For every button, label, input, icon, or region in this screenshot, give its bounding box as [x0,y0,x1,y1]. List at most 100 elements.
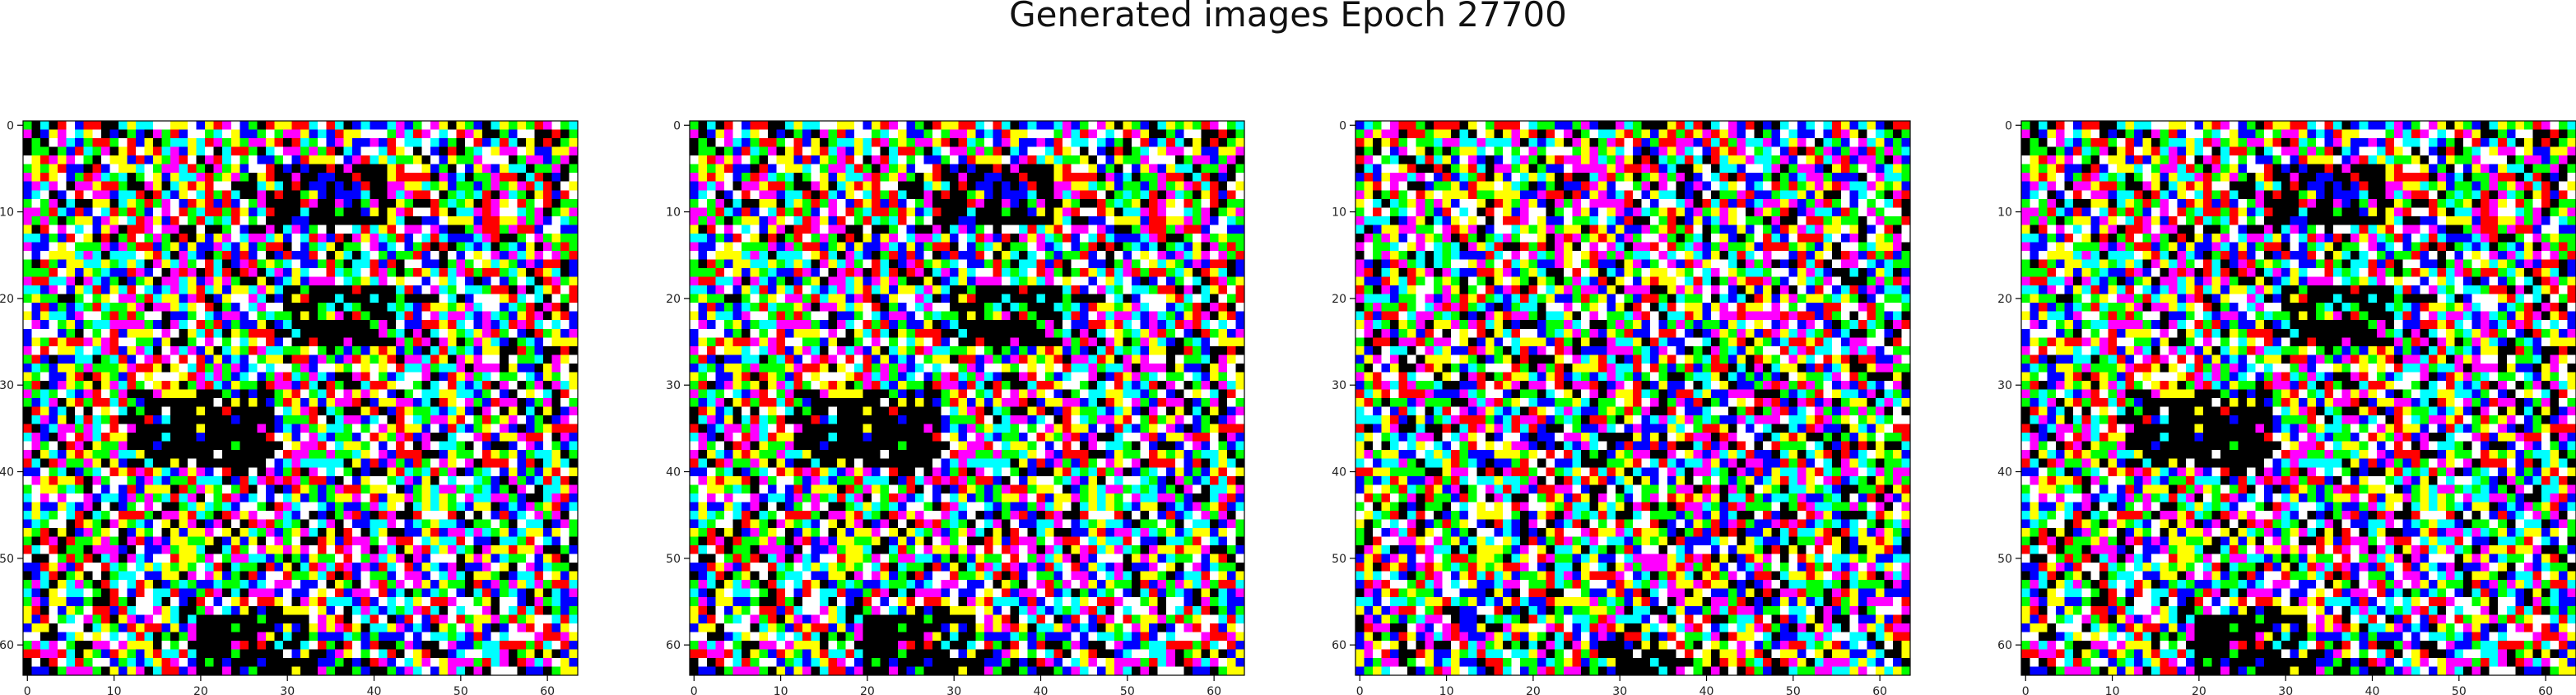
pixel [482,571,491,581]
pixel [491,259,500,269]
pixel [1192,164,1202,174]
pixel [188,475,197,485]
pixel [482,155,491,164]
pixel [161,510,171,520]
pixel [941,164,951,174]
pixel [811,233,821,243]
pixel [473,545,483,554]
pixel [230,242,240,252]
pixel [282,519,292,529]
pixel [144,389,154,399]
pixel [257,173,267,183]
pixel [508,649,518,659]
pixel [58,398,67,407]
pixel [508,441,518,451]
pixel [318,173,327,183]
pixel [58,502,67,512]
pixel [248,527,258,537]
pixel [508,536,518,546]
pixel [412,563,422,572]
pixel [551,649,561,659]
pixel [542,215,552,225]
pixel [534,354,544,364]
pixel [100,233,110,243]
pixel [525,311,535,321]
pixel [360,614,370,624]
pixel [949,207,959,217]
pixel [49,640,58,650]
pixel [412,389,422,399]
pixel [542,597,552,607]
pixel [395,320,405,330]
pixel [23,242,32,252]
pixel [282,424,292,433]
pixel [205,484,214,494]
pixel [500,380,509,390]
pixel [49,146,58,156]
pixel [517,285,527,294]
pixel [23,649,32,659]
pixel [534,250,544,260]
pixel [196,527,206,537]
pixel [500,554,509,563]
pixel [698,181,708,191]
pixel [127,597,137,607]
pixel [491,467,500,477]
pixel [517,502,527,512]
pixel [248,181,258,191]
pixel [378,424,388,433]
pixel [66,571,76,581]
pixel [179,484,188,494]
pixel [144,632,154,642]
pixel [127,173,137,183]
pixel [118,250,128,260]
pixel [707,146,716,156]
pixel [92,450,102,460]
pixel [560,250,570,260]
pixel [1002,129,1011,139]
pixel [127,519,137,529]
pixel [58,484,67,494]
pixel [118,389,128,399]
pixel [560,328,570,338]
pixel [551,580,561,589]
pixel [1027,225,1037,234]
pixel [1036,155,1046,164]
pixel [257,433,267,442]
pixel [335,493,344,503]
pixel [923,138,933,147]
pixel [135,433,145,442]
pixel [205,657,214,667]
pixel [517,294,527,303]
pixel [49,415,58,424]
pixel [854,233,863,243]
pixel [300,294,309,303]
pixel [335,649,344,659]
pixel [967,233,976,243]
pixel [560,164,570,174]
pixel [109,328,119,338]
pixel [282,138,292,147]
pixel [222,389,232,399]
pixel [23,294,32,303]
pixel [179,536,188,546]
pixel [222,320,232,330]
pixel [517,190,527,200]
pixel [109,563,119,572]
pixel [465,510,474,520]
pixel [360,424,370,433]
pixel [784,190,794,200]
pixel [352,398,362,407]
pixel [360,666,370,676]
pixel [100,441,110,451]
pixel [335,285,344,294]
pixel [196,605,206,615]
pixel [500,632,509,642]
pixel [152,138,162,147]
pixel [880,233,890,243]
pixel [335,337,344,347]
pixel [352,164,362,174]
pixel [58,424,67,433]
pixel [75,155,85,164]
pixel [941,215,951,225]
